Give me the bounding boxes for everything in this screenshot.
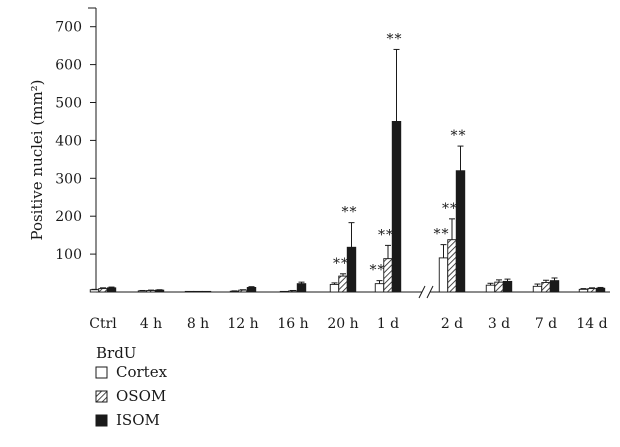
bar bbox=[98, 288, 108, 293]
bar bbox=[391, 120, 402, 293]
bar bbox=[146, 290, 156, 293]
significance-label: ** bbox=[342, 205, 358, 221]
bar bbox=[455, 170, 466, 293]
bar bbox=[383, 258, 393, 293]
significance-label: ** bbox=[333, 256, 349, 272]
bar bbox=[246, 287, 257, 293]
y-tick-label: 200 bbox=[55, 209, 82, 225]
legend-label: ISOM bbox=[116, 411, 160, 429]
bar bbox=[502, 280, 513, 293]
legend-title: BrdU bbox=[96, 344, 136, 362]
bar bbox=[89, 289, 100, 293]
x-tick-label: 2 d bbox=[441, 316, 463, 332]
legend-swatch bbox=[95, 414, 108, 427]
x-tick-label: 12 h bbox=[227, 316, 258, 332]
legend-swatch bbox=[95, 366, 108, 379]
bar bbox=[193, 290, 203, 293]
significance-label: ** bbox=[387, 31, 403, 47]
x-tick-label: 3 d bbox=[488, 316, 510, 332]
x-tick-label: 1 d bbox=[377, 316, 399, 332]
bar bbox=[137, 290, 148, 293]
y-tick-label: 300 bbox=[55, 171, 82, 187]
y-tick-label: 600 bbox=[55, 58, 82, 74]
significance-label: ** bbox=[370, 263, 386, 279]
x-tick-label: Ctrl bbox=[89, 316, 117, 332]
bar bbox=[106, 287, 117, 293]
y-tick-label: 700 bbox=[55, 20, 82, 36]
y-tick-label: 100 bbox=[55, 247, 82, 263]
bar bbox=[329, 283, 340, 293]
bar bbox=[154, 289, 165, 293]
bar bbox=[288, 290, 298, 293]
bar bbox=[541, 282, 551, 293]
significance-label: ** bbox=[442, 201, 458, 217]
legend-label: Cortex bbox=[116, 363, 168, 381]
significance-label: ** bbox=[451, 128, 467, 144]
bars: ** ** ** ** ** ** ** ** bbox=[89, 31, 606, 293]
y-axis-label-group: Positive nuclei (mm²) bbox=[28, 79, 46, 240]
bar bbox=[549, 280, 560, 293]
bar bbox=[447, 239, 457, 293]
bar bbox=[184, 290, 195, 293]
y-tick-label: 500 bbox=[55, 96, 82, 112]
bar bbox=[578, 288, 589, 293]
y-axis-label: Positive nuclei (mm²) bbox=[28, 79, 46, 240]
legend-label: OSOM bbox=[116, 387, 166, 405]
y-tick-label: 400 bbox=[55, 133, 82, 149]
bar bbox=[238, 289, 248, 293]
x-tick-label: 20 h bbox=[327, 316, 358, 332]
significance-label: ** bbox=[378, 227, 394, 243]
bar bbox=[346, 246, 357, 293]
bar bbox=[201, 290, 212, 293]
legend-swatch bbox=[95, 390, 108, 403]
bar bbox=[296, 283, 307, 293]
significance-label: ** bbox=[434, 227, 450, 243]
x-tick-label: 14 d bbox=[576, 316, 607, 332]
axis-break-mark bbox=[418, 285, 426, 299]
bar bbox=[595, 287, 606, 293]
bar bbox=[338, 275, 348, 293]
bar bbox=[438, 257, 449, 293]
bar bbox=[485, 284, 496, 293]
bar bbox=[279, 290, 290, 293]
bar bbox=[374, 283, 385, 293]
x-tick-label: 8 h bbox=[187, 316, 209, 332]
x-tick-label: 16 h bbox=[277, 316, 308, 332]
x-tick-label: 7 d bbox=[535, 316, 557, 332]
bar bbox=[587, 288, 597, 293]
axis-break-mark bbox=[426, 285, 434, 299]
axes: 100 200 300 400 500 600 700 Ctrl 4 h 8 h 12 h 16 h 2… bbox=[55, 7, 610, 332]
bar bbox=[532, 285, 543, 293]
bar bbox=[494, 281, 504, 293]
x-tick-label: 4 h bbox=[140, 316, 162, 332]
